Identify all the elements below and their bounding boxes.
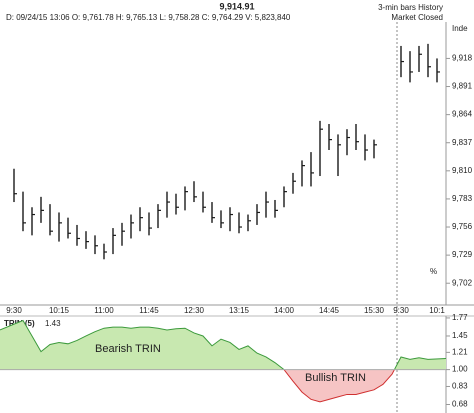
y-tick-label: 9,702 — [452, 278, 473, 287]
y-tick-label: 0.83 — [452, 382, 468, 391]
x-tick-label: 11:45 — [139, 306, 159, 315]
x-tick-label: 10:15 — [49, 306, 70, 315]
market-status: Market Closed — [391, 13, 443, 22]
trin-last-value: 1.43 — [45, 319, 61, 328]
bar-info: D: 09/24/15 13:06 O: 9,761.78 H: 9,765.1… — [6, 13, 291, 22]
y-tick-label: 9,729 — [452, 250, 473, 259]
y-tick-label: 9,864 — [452, 110, 473, 119]
y-tick-label: 0.68 — [452, 400, 468, 409]
x-tick-label: 11:00 — [94, 306, 114, 315]
price-title: 9,914.91 — [219, 1, 254, 11]
y-tick-label: 1.77 — [452, 313, 468, 322]
y-tick-label: 9,783 — [452, 194, 473, 203]
x-tick-label: 9:30 — [6, 306, 22, 315]
annotation: Bullish TRIN — [305, 372, 366, 384]
y-tick-label: 1.21 — [452, 347, 468, 356]
y-tick-label: 9,810 — [452, 166, 473, 175]
x-tick-label: 10:1 — [429, 306, 445, 315]
y-tick-label: 9,891 — [452, 82, 473, 91]
y-tick-label: 1.00 — [452, 365, 468, 374]
y-tick-label: 9,837 — [452, 138, 473, 147]
bar-settings[interactable]: 3-min bars History — [378, 3, 443, 12]
trin-area-below — [0, 369, 446, 402]
x-tick-label: 12:30 — [184, 306, 205, 315]
y-tick-label: 9,756 — [452, 222, 473, 231]
percent-button[interactable]: % — [430, 267, 437, 276]
trin-line-below — [283, 369, 395, 403]
x-tick-label: 14:45 — [319, 306, 340, 315]
x-tick-label: 14:00 — [274, 306, 295, 315]
y-tick-label: 1.45 — [452, 331, 468, 340]
y-axis-label: Inde — [452, 24, 468, 33]
x-tick-label: 15:30 — [364, 306, 385, 315]
trin-line-above — [0, 319, 447, 370]
trin-area-above — [0, 320, 446, 370]
annotation: Bearish TRIN — [95, 343, 161, 355]
x-tick-label: 9:30 — [393, 306, 409, 315]
x-tick-label: 13:15 — [229, 306, 250, 315]
y-tick-label: 9,918 — [452, 54, 473, 63]
